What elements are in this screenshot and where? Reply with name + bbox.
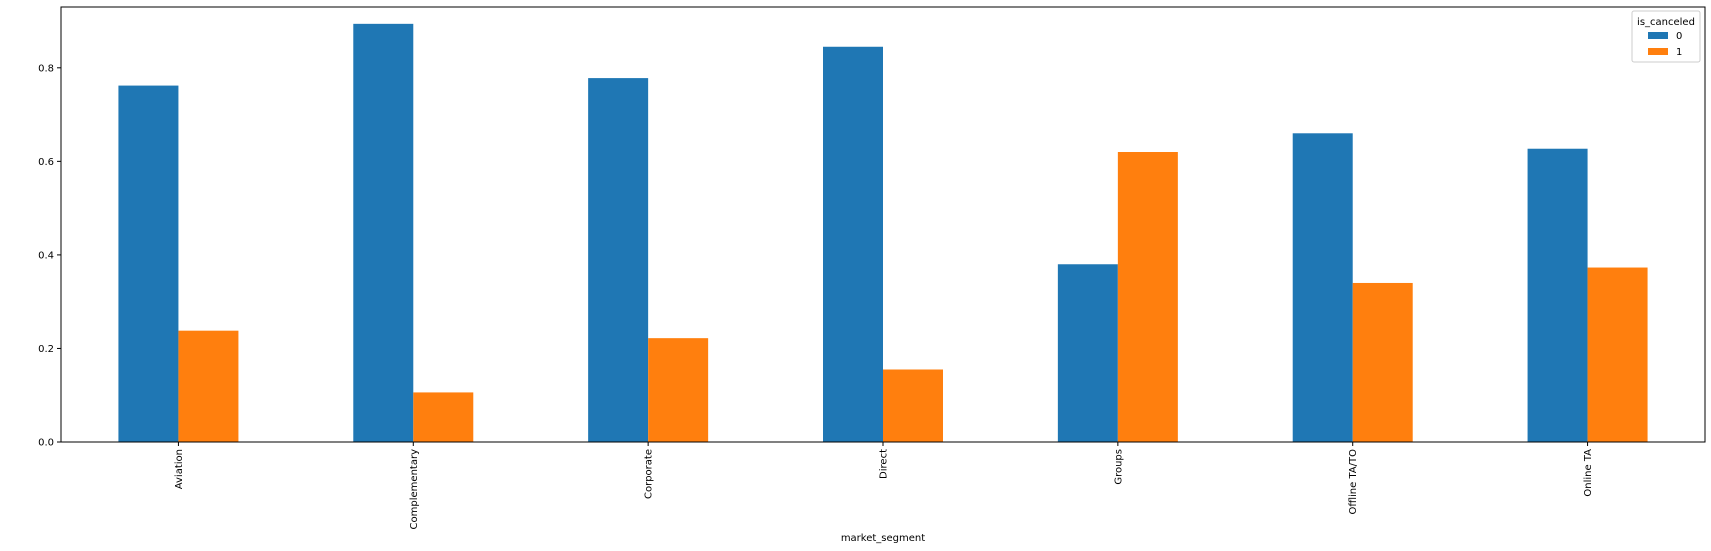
x-tick-label: Offline TA/TO	[1348, 449, 1359, 515]
x-axis-label: market_segment	[841, 533, 925, 544]
y-tick-label: 0.4	[38, 250, 54, 261]
bar-series-0-complementary	[353, 23, 414, 442]
bar-series-0-online-ta	[1527, 148, 1588, 442]
bar-series-0-direct	[823, 46, 883, 443]
bar-series-1-online-ta	[1587, 267, 1648, 442]
legend-swatch-series-1	[1648, 48, 1668, 55]
bars-group	[118, 23, 1648, 443]
plot-area-frame	[60, 6, 1706, 443]
y-tick-label: 0.0	[38, 438, 54, 449]
bar-series-1-groups	[1117, 152, 1178, 442]
y-axis-ticks: 0.0 0.2 0.4 0.6 0.8	[38, 63, 61, 449]
bar-series-1-corporate	[648, 338, 709, 442]
y-tick-label: 0.2	[38, 344, 54, 355]
bar-series-0-groups	[1057, 264, 1118, 442]
bar-series-1-direct	[883, 369, 943, 442]
x-axis-ticks: Aviation Complementary Corporate Direct Grou…	[174, 442, 1594, 529]
x-tick-label: Corporate	[644, 449, 655, 499]
y-tick-label: 0.6	[38, 157, 54, 168]
x-tick-label: Direct	[879, 449, 890, 479]
x-tick-label: Complementary	[409, 449, 420, 530]
bar-series-0-aviation	[118, 85, 179, 443]
bar-series-0-offline-ta-to	[1292, 133, 1353, 442]
bar-series-1-aviation	[178, 330, 239, 442]
legend-title: is_canceled	[1637, 17, 1695, 28]
x-tick-label: Groups	[1113, 449, 1124, 485]
x-tick-label: Aviation	[174, 449, 185, 489]
legend-label-series-0: 0	[1676, 31, 1682, 42]
bar-series-1-offline-ta-to	[1352, 282, 1413, 442]
legend-swatch-series-0	[1648, 32, 1668, 39]
legend-label-series-1: 1	[1676, 47, 1682, 58]
bar-series-0-corporate	[588, 78, 649, 442]
legend: is_canceled 0 1	[1631, 10, 1701, 63]
y-tick-label: 0.8	[38, 63, 54, 74]
bar-series-1-complementary	[413, 392, 474, 442]
x-tick-label: Online TA	[1583, 449, 1594, 497]
